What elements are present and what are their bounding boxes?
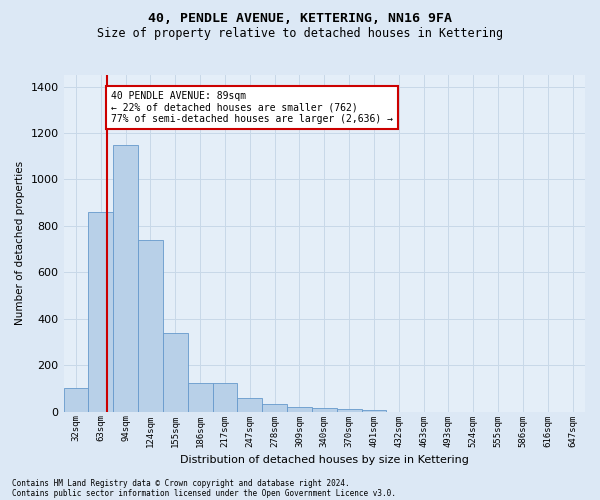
Text: 40, PENDLE AVENUE, KETTERING, NN16 9FA: 40, PENDLE AVENUE, KETTERING, NN16 9FA [148,12,452,26]
Text: 40 PENDLE AVENUE: 89sqm
← 22% of detached houses are smaller (762)
77% of semi-d: 40 PENDLE AVENUE: 89sqm ← 22% of detache… [111,92,393,124]
Bar [262,404,287,411]
Text: Contains public sector information licensed under the Open Government Licence v3: Contains public sector information licen… [12,488,396,498]
Text: Contains HM Land Registry data © Crown copyright and database right 2024.: Contains HM Land Registry data © Crown c… [12,478,350,488]
X-axis label: Distribution of detached houses by size in Kettering: Distribution of detached houses by size … [180,455,469,465]
Bar [113,144,138,412]
Bar [138,240,163,412]
Bar [337,410,362,412]
Y-axis label: Number of detached properties: Number of detached properties [15,162,25,326]
Bar [64,388,88,411]
Bar [188,382,212,412]
Bar [88,212,113,412]
Bar [212,382,238,412]
Bar [362,410,386,412]
Bar [163,332,188,411]
Bar [287,407,312,412]
Text: Size of property relative to detached houses in Kettering: Size of property relative to detached ho… [97,28,503,40]
Bar [238,398,262,411]
Bar [312,408,337,412]
